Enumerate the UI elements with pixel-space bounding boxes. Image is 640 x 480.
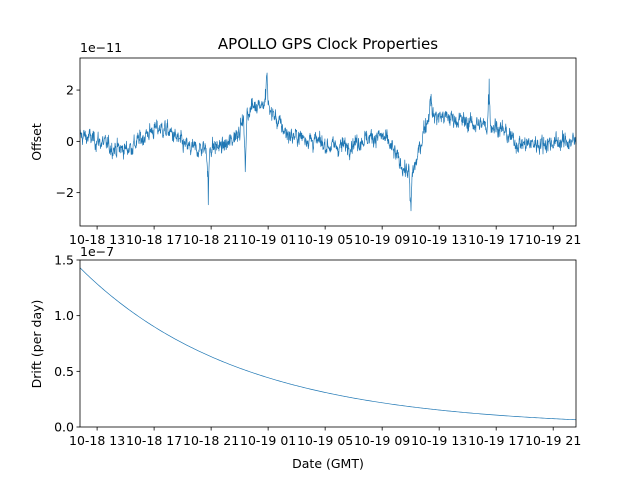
offset-x-ticks: 10-18 13 10-18 17 10-18 21 10-19 01 10-19 05… <box>69 226 581 247</box>
y-tick-label: 1.5 <box>54 253 74 268</box>
drift-y-ticks: 0.0 0.5 1.0 1.5 <box>54 253 80 435</box>
x-tick-label: 10-19 05 <box>297 232 353 247</box>
x-tick-label: 10-18 21 <box>183 433 239 448</box>
x-tick-label: 10-18 13 <box>69 232 125 247</box>
y-tick-label: −2 <box>56 185 74 200</box>
drift-series-group <box>79 267 577 421</box>
offset-scale-text: 1e−11 <box>80 40 122 55</box>
x-tick-label: 10-19 09 <box>354 232 410 247</box>
drift-scale-text: 1e−7 <box>80 244 114 259</box>
offset-axes-frame <box>79 57 577 227</box>
x-tick-label: 10-18 17 <box>126 433 182 448</box>
chart-title: APOLLO GPS Clock Properties <box>218 35 438 53</box>
x-tick-label: 10-19 13 <box>411 433 467 448</box>
x-tick-label: 10-19 17 <box>468 232 524 247</box>
offset-series-line <box>79 72 577 212</box>
x-tick-label: 10-19 13 <box>411 232 467 247</box>
y-tick-label: 2 <box>66 83 74 98</box>
x-tick-label: 10-19 21 <box>525 232 581 247</box>
y-tick-label: 0.5 <box>54 364 74 379</box>
x-tick-label: 10-19 09 <box>354 433 410 448</box>
x-tick-label: 10-18 17 <box>126 232 182 247</box>
x-tick-label: 10-19 05 <box>297 433 353 448</box>
offset-y-ticks: −2 0 2 <box>56 83 80 200</box>
x-tick-label: 10-19 21 <box>525 433 581 448</box>
drift-axes: 0.00.51.01.5 10-18 13 10-18 17 10-18 21 10-… <box>29 244 581 471</box>
x-tick-label: 10-19 01 <box>240 232 296 247</box>
drift-y-label: Drift (per day) <box>29 300 44 389</box>
x-tick-label: 10-18 21 <box>183 232 239 247</box>
x-tick-label: 10-19 17 <box>468 433 524 448</box>
x-tick-label: 10-19 01 <box>240 433 296 448</box>
offset-y-label: Offset <box>29 123 44 161</box>
drift-x-label: Date (GMT) <box>292 456 364 471</box>
drift-x-ticks: 10-18 13 10-18 17 10-18 21 10-19 01 10-19 05… <box>69 427 581 448</box>
y-tick-label: 1.0 <box>54 308 74 323</box>
y-tick-label: 0.0 <box>54 420 74 435</box>
drift-series-line <box>79 267 577 421</box>
offset-axes: −202 10-18 13 10-18 17 10-18 21 10-19 01 10-… <box>29 40 581 247</box>
y-tick-label: 0 <box>66 134 74 149</box>
x-tick-label: 10-18 13 <box>69 433 125 448</box>
drift-axes-frame <box>79 259 577 428</box>
offset-series-group <box>79 72 577 212</box>
